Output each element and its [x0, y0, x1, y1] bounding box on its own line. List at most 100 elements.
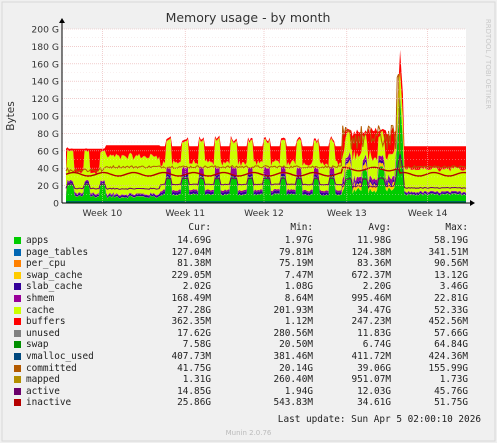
legend-value-avg: 34.61G — [357, 397, 391, 409]
legend-value-max: 155.99G — [428, 362, 468, 374]
legend-value-cur: 27.28G — [177, 304, 211, 316]
line-committed — [65, 73, 467, 174]
legend-value-min: 20.14G — [279, 362, 313, 374]
legend-swatch — [14, 353, 21, 360]
y-tick-label: 40 G — [37, 164, 59, 175]
legend-swatch — [14, 399, 21, 407]
legend-value-max: 22.81G — [434, 293, 468, 304]
legend-value-avg: 34.47G — [357, 304, 391, 316]
legend-value-cur: 7.58G — [182, 339, 211, 351]
x-tick-label: Week 12 — [244, 208, 284, 219]
legend-value-min: 1.08G — [284, 281, 313, 293]
legend-value-max: 58.19G — [434, 235, 468, 246]
legend-value-avg: 411.72M — [351, 351, 391, 362]
x-tick-label: Week 14 — [408, 208, 448, 219]
legend-header-avg: Avg: — [368, 222, 391, 233]
x-tick-label: Week 10 — [83, 208, 123, 219]
legend-value-cur: 362.35M — [171, 316, 211, 328]
y-tick-label: 100 G — [31, 112, 59, 123]
x-tick-label: Week 13 — [327, 208, 367, 219]
area-cache — [66, 71, 466, 196]
legend-value-min: 1.97G — [284, 235, 313, 246]
legend-value-avg: 672.37M — [351, 269, 391, 281]
legend-swatch — [14, 260, 21, 268]
legend-swatch — [14, 237, 21, 244]
y-tick-label: 160 G — [31, 59, 59, 70]
legend-swatch — [14, 364, 21, 372]
legend-swatch — [14, 306, 21, 314]
legend-value-avg: 995.46M — [351, 293, 391, 304]
legend-header-min: Min: — [290, 222, 313, 233]
line-active — [65, 154, 467, 190]
legend-series-name: active — [26, 385, 60, 397]
legend-value-avg: 6.74G — [362, 339, 391, 351]
axes-layer: 0 20 G 40 G 60 G 80 G 100 G 120 G 140 G 160 G 180… — [31, 18, 475, 219]
legend-swatch — [14, 271, 21, 279]
y-tick-label: 120 G — [31, 94, 59, 105]
legend-series-name: page_tables — [26, 246, 89, 258]
legend-row-vmalloc-used: vmalloc_used 407.73M 381.46M 411.72M 424.36M — [8, 351, 488, 362]
legend-row-unused: unused 17.62G 280.56M 11.83G 57.66G — [8, 328, 488, 339]
legend-value-cur: 407.73M — [171, 351, 211, 362]
y-tick-label: 0 — [53, 199, 59, 210]
legend-value-max: 52.33G — [434, 304, 468, 316]
legend-value-min: 79.81M — [279, 246, 313, 258]
legend-series-name: swap — [26, 339, 49, 351]
legend-value-cur: 229.05M — [171, 269, 211, 281]
legend-swatch — [14, 387, 21, 395]
legend-series-name: per_cpu — [26, 258, 66, 270]
legend-value-avg: 11.98G — [357, 235, 391, 246]
legend-value-cur: 41.75G — [177, 362, 211, 374]
legend-swatch — [14, 318, 21, 326]
y-tick-label: 60 G — [37, 146, 59, 157]
legend-row-cache: cache 27.28G 201.93M 34.47G 52.33G — [8, 305, 488, 316]
legend-swatch — [14, 376, 21, 384]
munin-footer: Munin 2.0.76 — [225, 429, 272, 437]
legend-value-min: 201.93M — [273, 304, 313, 316]
y-tick-label: 180 G — [31, 42, 59, 53]
legend-value-min: 280.56M — [273, 327, 313, 339]
legend-row-shmem: shmem 168.49M 8.64M 995.46M 22.81G — [8, 293, 488, 304]
legend-value-max: 64.84G — [434, 339, 468, 351]
legend-value-min: 1.94G — [284, 385, 313, 397]
last-update: Last update: Sun Apr 5 02:00:10 2026 — [277, 414, 481, 425]
y-tick-label: 200 G — [31, 25, 59, 36]
legend-series-name: cache — [26, 304, 55, 316]
legend-value-min: 381.46M — [273, 351, 313, 362]
x-axis-arrow-icon — [470, 200, 475, 206]
legend-header-cur: Cur: — [188, 222, 211, 233]
legend-swatch — [14, 341, 21, 349]
legend-value-cur: 168.49M — [171, 293, 211, 304]
legend-row-apps: apps 14.69G 1.97G 11.98G 58.19G — [8, 235, 488, 246]
legend-value-avg: 11.83G — [357, 327, 391, 339]
legend-value-avg: 124.38M — [351, 246, 391, 258]
legend-value-max: 51.75G — [434, 397, 468, 409]
legend-series-name: slab_cache — [26, 281, 83, 293]
legend-value-cur: 2.02G — [182, 281, 211, 293]
line-inactive — [65, 166, 467, 177]
legend-row-swap-cache: swap_cache 229.05M 7.47M 672.37M 13.12G — [8, 270, 488, 281]
legend-value-cur: 25.86G — [177, 397, 211, 409]
legend-series-name: shmem — [26, 293, 55, 304]
legend-value-cur: 17.62G — [177, 327, 211, 339]
legend-row-swap: swap 7.58G 20.50M 6.74G 64.84G — [8, 339, 488, 350]
legend-series-name: inactive — [26, 397, 72, 409]
legend-value-max: 45.76G — [434, 385, 468, 397]
legend-series-name: buffers — [26, 316, 66, 328]
legend-row-page-tables: page_tables 127.04M 79.81M 124.38M 341.51M — [8, 247, 488, 258]
legend-value-cur: 1.31G — [182, 374, 211, 386]
legend-series-name: swap_cache — [26, 269, 83, 281]
legend-value-max: 3.46G — [439, 281, 468, 293]
legend-value-min: 75.19M — [279, 258, 313, 270]
legend-row-buffers: buffers 362.35M 1.12M 247.23M 452.56M — [8, 316, 488, 327]
legend-series-name: committed — [26, 362, 77, 374]
y-axis-arrow-icon — [59, 18, 65, 23]
legend-row-slab-cache: slab_cache 2.02G 1.08G 2.20G 3.46G — [8, 281, 488, 292]
legend-header-max: Max: — [445, 222, 468, 233]
legend-value-min: 20.50M — [279, 339, 313, 351]
legend-value-avg: 247.23M — [351, 316, 391, 328]
legend-row-active: active 14.85G 1.94G 12.03G 45.76G — [8, 386, 488, 397]
y-axis-label: Bytes — [5, 101, 17, 130]
legend-series-name: apps — [26, 235, 49, 246]
